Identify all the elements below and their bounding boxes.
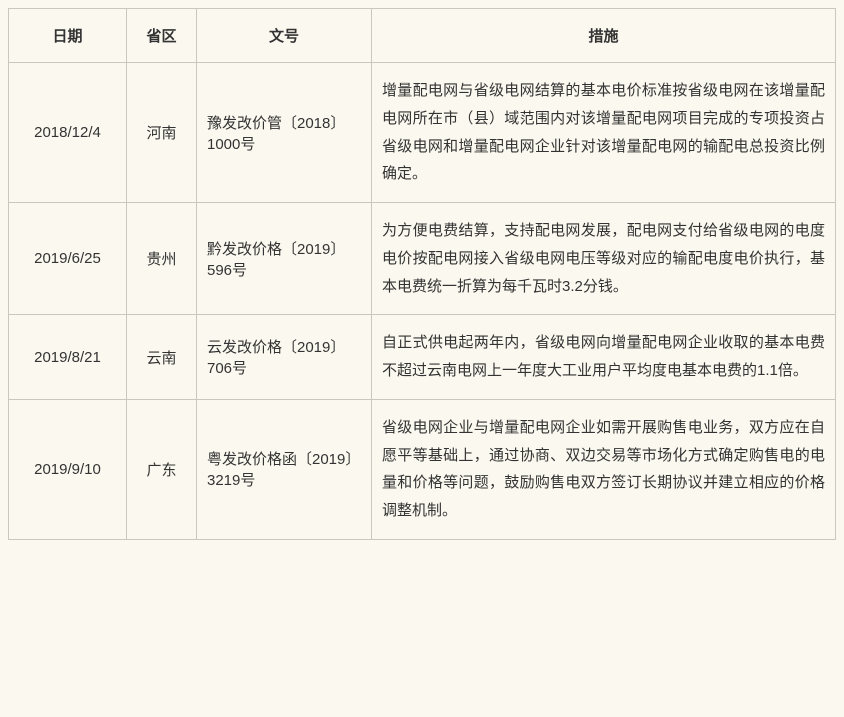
cell-measure: 增量配电网与省级电网结算的基本电价标准按省级电网在该增量配电网所在市（县）域范围… bbox=[372, 63, 836, 203]
cell-province: 广东 bbox=[127, 399, 197, 539]
cell-province: 河南 bbox=[127, 63, 197, 203]
table-body: 2018/12/4 河南 豫发改价管〔2018〕1000号 增量配电网与省级电网… bbox=[9, 63, 836, 540]
cell-date: 2018/12/4 bbox=[9, 63, 127, 203]
col-header-measure: 措施 bbox=[372, 9, 836, 63]
cell-measure: 为方便电费结算，支持配电网发展，配电网支付给省级电网的电度电价按配电网接入省级电… bbox=[372, 203, 836, 315]
cell-measure: 自正式供电起两年内，省级电网向增量配电网企业收取的基本电费不超过云南电网上一年度… bbox=[372, 315, 836, 400]
col-header-province: 省区 bbox=[127, 9, 197, 63]
table-header: 日期 省区 文号 措施 bbox=[9, 9, 836, 63]
table-row: 2019/9/10 广东 粤发改价格函〔2019〕3219号 省级电网企业与增量… bbox=[9, 399, 836, 539]
table-row: 2019/6/25 贵州 黔发改价格〔2019〕596号 为方便电费结算，支持配… bbox=[9, 203, 836, 315]
table-row: 2018/12/4 河南 豫发改价管〔2018〕1000号 增量配电网与省级电网… bbox=[9, 63, 836, 203]
cell-docno: 黔发改价格〔2019〕596号 bbox=[197, 203, 372, 315]
cell-province: 云南 bbox=[127, 315, 197, 400]
table-row: 2019/8/21 云南 云发改价格〔2019〕706号 自正式供电起两年内，省… bbox=[9, 315, 836, 400]
cell-measure: 省级电网企业与增量配电网企业如需开展购售电业务，双方应在自愿平等基础上，通过协商… bbox=[372, 399, 836, 539]
cell-docno: 粤发改价格函〔2019〕3219号 bbox=[197, 399, 372, 539]
cell-province: 贵州 bbox=[127, 203, 197, 315]
col-header-docno: 文号 bbox=[197, 9, 372, 63]
cell-date: 2019/8/21 bbox=[9, 315, 127, 400]
cell-docno: 云发改价格〔2019〕706号 bbox=[197, 315, 372, 400]
col-header-date: 日期 bbox=[9, 9, 127, 63]
cell-docno: 豫发改价管〔2018〕1000号 bbox=[197, 63, 372, 203]
cell-date: 2019/9/10 bbox=[9, 399, 127, 539]
policy-table: 日期 省区 文号 措施 2018/12/4 河南 豫发改价管〔2018〕1000… bbox=[8, 8, 836, 540]
cell-date: 2019/6/25 bbox=[9, 203, 127, 315]
